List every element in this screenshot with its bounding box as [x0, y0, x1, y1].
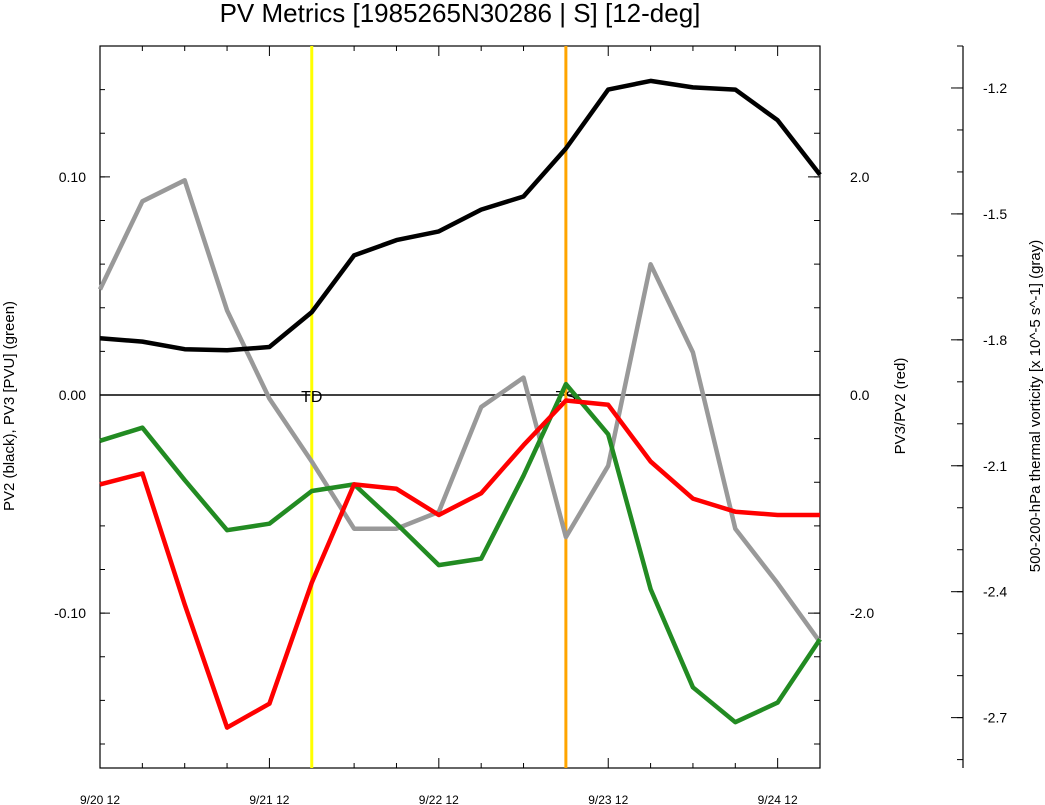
x-tick-label: 9/22 12 — [419, 793, 459, 805]
far-right-axis-tick-label: -2.1 — [983, 458, 1007, 474]
chart-title: PV Metrics [1985265N30286 | S] [12-deg] — [220, 0, 701, 28]
series-line-3 — [97, 178, 822, 644]
x-tick-label: 9/23 12 — [588, 793, 628, 805]
left-axis-tick-label: 0.00 — [59, 387, 86, 403]
series-line-0 — [99, 78, 822, 353]
x-tick-label: 9/24 12 — [758, 793, 798, 805]
far-right-axis-tick-label: -2.7 — [983, 710, 1007, 726]
y-axis-label-left: PV2 (black), PV3 [PVU] (green) — [1, 301, 18, 511]
y-axis-label-right: PV3/PV2 (red) — [892, 358, 909, 455]
marker-label-td: TD — [301, 389, 322, 406]
left-axis-tick-label: 0.10 — [59, 169, 86, 185]
far-right-axis-tick-label: -2.4 — [983, 584, 1007, 600]
series-line-1 — [99, 381, 822, 725]
left-axis-tick-label: -0.10 — [54, 605, 86, 621]
far-right-axis-tick-label: -1.2 — [983, 80, 1007, 96]
series-group — [97, 78, 822, 730]
axes-group: 9/20 12 9/21 12 9/22 12 9/23 12 9/24 12 0.10 0… — [54, 45, 1007, 805]
far-right-axis-tick-label: -1.8 — [983, 332, 1007, 348]
y-axis-label-far-right: 500-200-hPa thermal vorticity [x 10^-5 s… — [1027, 240, 1044, 573]
series-line-2 — [99, 398, 820, 730]
right-axis-tick-label: 0.0 — [850, 387, 870, 403]
right-axis-tick-label: -2.0 — [850, 605, 874, 621]
x-tick-label: 9/21 12 — [249, 793, 289, 805]
plot-frame — [99, 45, 821, 769]
storm-markers-group: TD TS — [301, 46, 576, 768]
right-axis-tick-label: 2.0 — [850, 169, 870, 185]
far-right-axis-tick-label: -1.5 — [983, 206, 1007, 222]
x-tick-label: 9/20 12 — [80, 793, 120, 805]
